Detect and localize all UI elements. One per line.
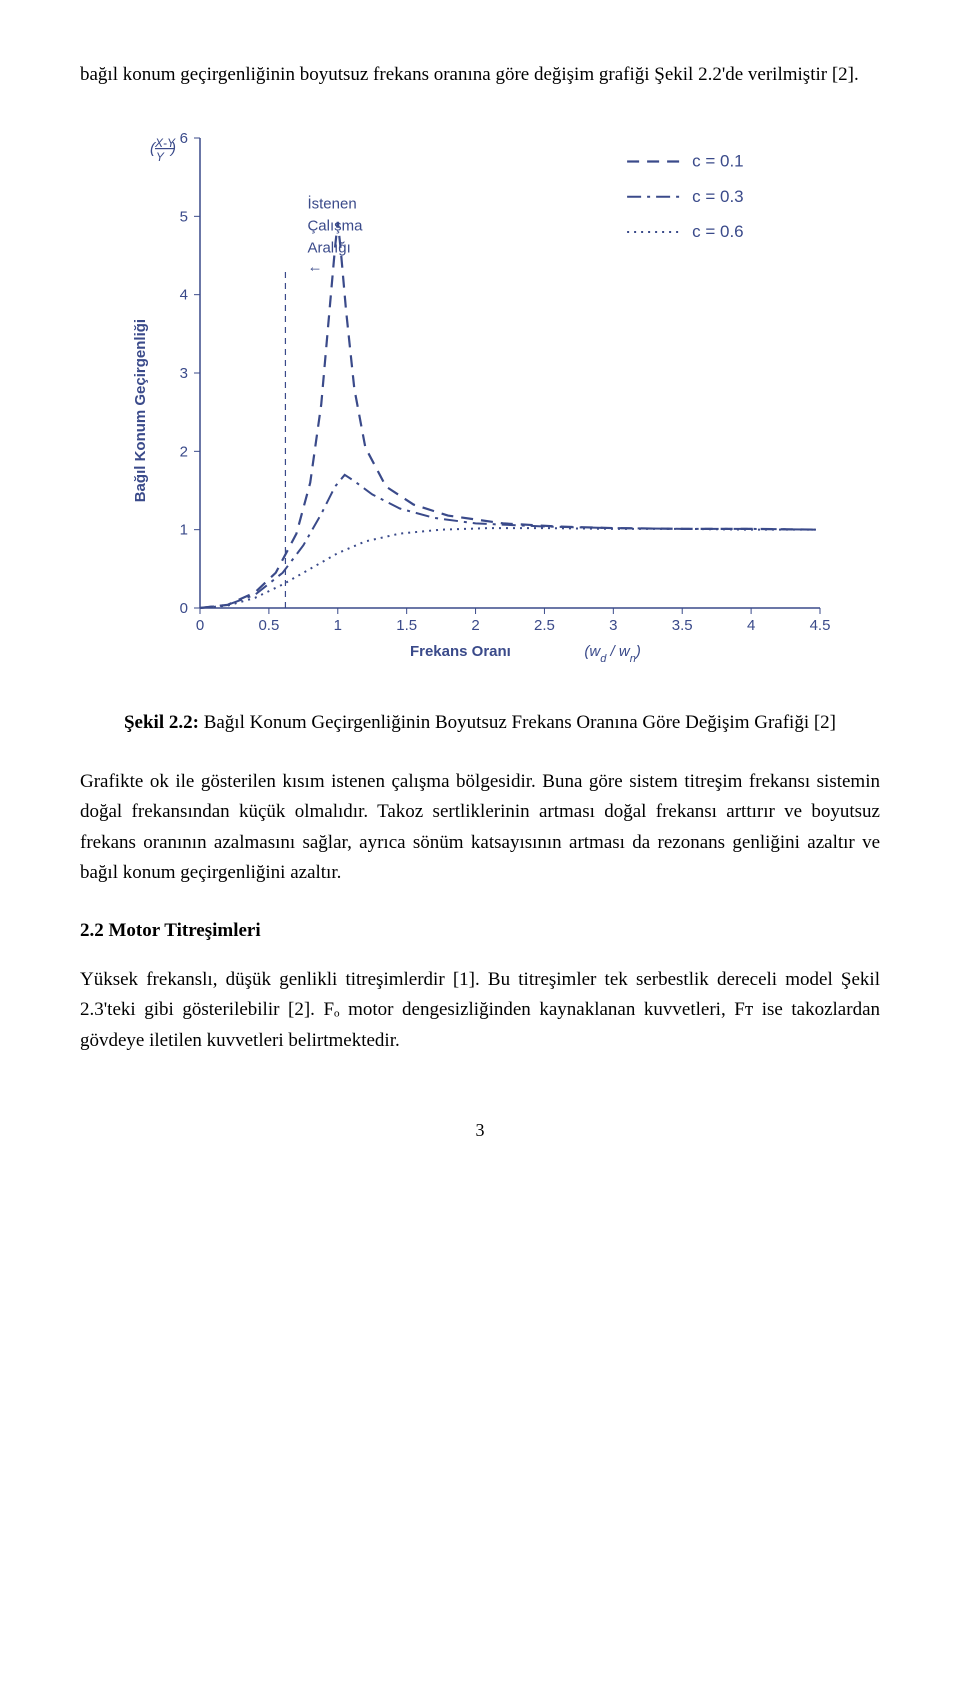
figure-caption-prefix: Şekil 2.2: [124,712,199,733]
svg-text:3: 3 [609,617,617,634]
svg-text:1.5: 1.5 [396,617,417,634]
figure-caption: Şekil 2.2: Bağıl Konum Geçirgenliğinin B… [80,708,880,738]
svg-text:2: 2 [180,444,188,461]
svg-text:Bağıl Konum Geçirgenliği: Bağıl Konum Geçirgenliği [132,319,149,502]
svg-text:3.5: 3.5 [672,617,693,634]
svg-text:0: 0 [180,600,188,617]
svg-text:İstenen: İstenen [307,195,356,213]
svg-text:3: 3 [180,365,188,382]
svg-text:1: 1 [180,522,188,539]
chart-svg: 0 0.5 1 1.5 2 2.5 3 3.5 4 4.5 0 1 2 3 4 5 6 Frekans Oranı… [120,118,840,678]
svg-text:c = 0.3: c = 0.3 [692,187,744,206]
svg-text:(X-Y Y ): (X-Y Y ) [150,136,176,164]
svg-text:4.5: 4.5 [810,617,831,634]
svg-text:5: 5 [180,209,188,226]
svg-text:4: 4 [747,617,755,634]
svg-text:c = 0.1: c = 0.1 [692,152,744,171]
svg-text:Aralığı: Aralığı [307,240,350,257]
body-paragraph-1: Grafikte ok ile gösterilen kısım istenen… [80,767,880,889]
svg-text:c = 0.6: c = 0.6 [692,222,744,241]
body-paragraph-2: Yüksek frekanslı, düşük genlikli titreşi… [80,965,880,1056]
intro-paragraph: bağıl konum geçirgenliğinin boyutsuz fre… [80,60,880,90]
figure-caption-text: Bağıl Konum Geçirgenliğinin Boyutsuz Fre… [199,712,836,733]
svg-text:2.5: 2.5 [534,617,555,634]
svg-text:0: 0 [196,617,204,634]
section-heading-2-2: 2.2 Motor Titreşimleri [80,916,880,946]
svg-text:4: 4 [180,287,188,304]
svg-text:1: 1 [334,617,342,634]
svg-text:(wd / wn): (wd / wn) [584,643,640,665]
svg-text:Frekans Oranı: Frekans Oranı [410,643,511,660]
page-number: 3 [80,1116,880,1145]
svg-text:←: ← [307,259,322,276]
svg-text:6: 6 [180,130,188,147]
svg-text:0.5: 0.5 [258,617,279,634]
figure-2-2: 0 0.5 1 1.5 2 2.5 3 3.5 4 4.5 0 1 2 3 4 5 6 Frekans Oranı… [80,118,880,678]
svg-text:2: 2 [471,617,479,634]
svg-text:Çalışma: Çalışma [307,218,363,235]
